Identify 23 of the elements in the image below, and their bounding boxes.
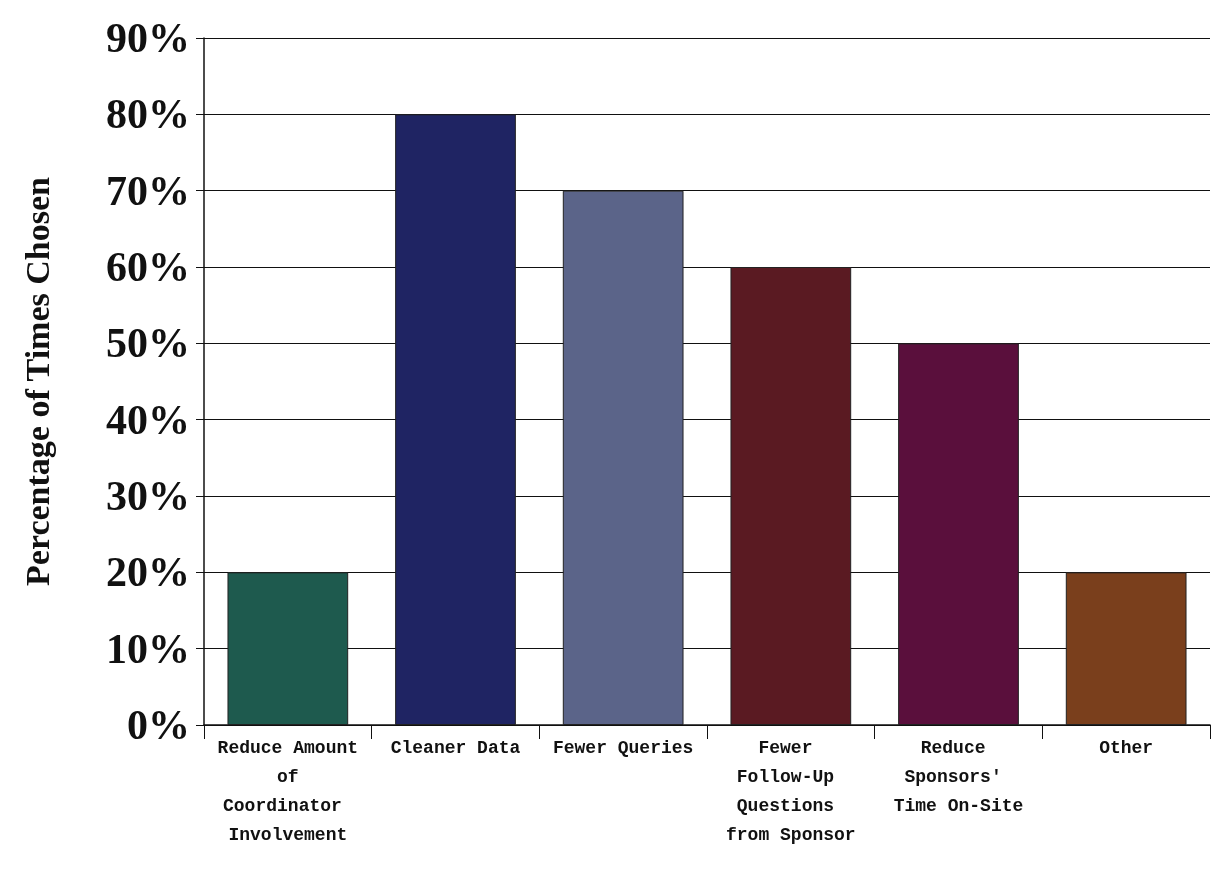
y-tick-label: 90% <box>106 15 190 61</box>
bar <box>1065 572 1187 725</box>
y-tick-label: 10% <box>106 625 190 672</box>
x-tick-label: Other <box>1099 737 1154 758</box>
bar <box>395 114 516 725</box>
y-tick-label: 40% <box>106 396 190 443</box>
y-tick-label: 0% <box>127 702 190 748</box>
bar <box>898 343 1019 725</box>
bar <box>730 267 852 725</box>
x-tick-label: Cleaner Data <box>390 737 521 758</box>
y-tick-label: 70% <box>106 167 190 214</box>
y-tick-label: 30% <box>106 473 190 519</box>
bar <box>562 190 684 725</box>
y-tick-label: 20% <box>106 549 190 596</box>
x-tick-label: Fewer Queries <box>552 737 694 758</box>
y-tick-label: 50% <box>106 320 190 367</box>
x-tick-label: Reduce Amount of Coordinator Involvement <box>217 737 359 845</box>
x-tick-label: Reduce Sponsors' Time On-Site <box>893 737 1024 816</box>
x-tick-label: Fewer Follow-Up Questions from Sponsor <box>726 737 856 845</box>
bar <box>227 572 349 725</box>
y-axis-title: Percentage of Times Chosen <box>18 176 56 586</box>
y-tick-label: 80% <box>106 91 190 138</box>
y-tick-label: 60% <box>106 244 190 290</box>
